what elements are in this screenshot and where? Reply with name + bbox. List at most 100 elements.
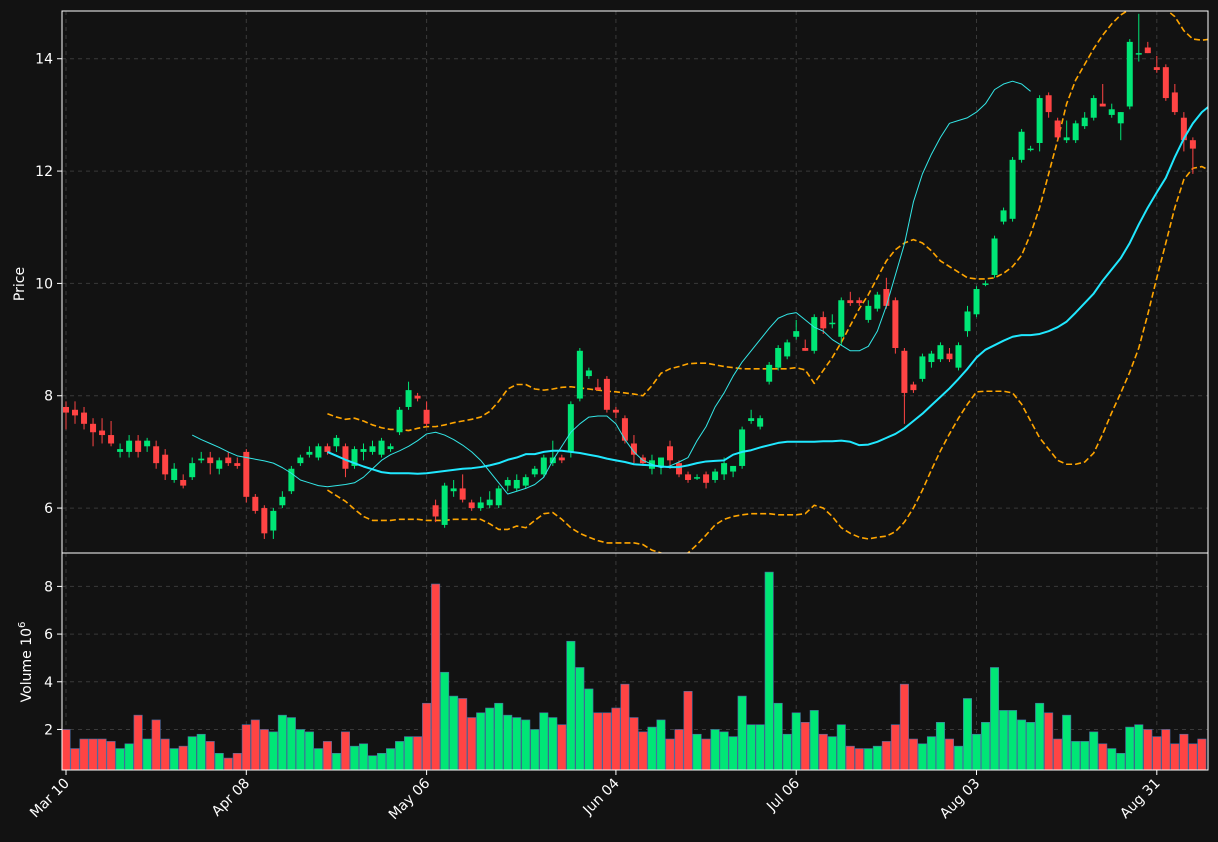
volume-bar (151, 719, 161, 770)
volume-bar (449, 695, 459, 770)
volume-bar (737, 695, 747, 770)
price-plot-area (62, 11, 1208, 553)
candle-body (1009, 159, 1016, 219)
candle-body (378, 440, 385, 455)
candle-body (856, 300, 863, 304)
volume-bar (313, 748, 323, 770)
volume-bar (990, 667, 1000, 770)
volume-bar (548, 717, 558, 770)
volume-bar (322, 741, 332, 770)
volume-bar (953, 745, 963, 770)
candle-body (1063, 137, 1070, 141)
candle-body (621, 418, 628, 441)
volume-bar (512, 717, 522, 770)
volume-bar (602, 712, 612, 770)
volume-bar (575, 667, 585, 770)
candle-body (333, 437, 340, 447)
fast-moving-average-line (191, 80, 1031, 495)
candle-body (522, 477, 529, 486)
candles-group (63, 13, 1196, 539)
candle-body (1045, 95, 1052, 113)
volume-bar (79, 738, 89, 770)
candle-body (603, 378, 610, 410)
candle-body (811, 317, 818, 351)
candle-body (261, 508, 268, 534)
volume-bar (665, 738, 675, 770)
volume-bar (818, 733, 828, 770)
candle-body (441, 485, 448, 525)
candle-body (567, 404, 574, 452)
volume-bar (1098, 743, 1108, 770)
candle-body (829, 322, 836, 325)
volume-bar (205, 741, 215, 770)
candle-body (225, 457, 232, 464)
candle-body (135, 440, 142, 452)
candle-body (342, 446, 349, 469)
volume-bar (340, 731, 350, 770)
volume-bar (214, 753, 224, 770)
volume-bar (1161, 729, 1171, 770)
volume-panel: 2 4 6 8 (44, 552, 1209, 771)
volume-bar (358, 743, 368, 770)
candle-body (99, 430, 106, 436)
volume-bar (782, 733, 792, 770)
x-tick-label: May 06 (386, 775, 434, 823)
candle-body (63, 406, 69, 413)
candle-body (766, 364, 773, 382)
volume-bar (413, 736, 423, 770)
volume-bar (791, 712, 801, 770)
candle-body (919, 356, 926, 379)
volume-bar (106, 741, 116, 770)
candle-body (252, 496, 259, 511)
candle-body (234, 463, 241, 466)
volume-bar (124, 743, 134, 770)
volume-bar (981, 722, 991, 770)
volume-bar (250, 719, 260, 770)
volume-bar (629, 717, 639, 770)
candle-body (1072, 123, 1079, 141)
candle-body (306, 451, 313, 455)
candle-body (1189, 140, 1196, 149)
candle-body (892, 300, 899, 348)
volume-bar (70, 748, 80, 770)
candle-body (558, 457, 565, 461)
candle-body (216, 460, 223, 469)
volume-bar (404, 736, 414, 770)
volume-bar (494, 702, 504, 770)
candle-body (198, 458, 205, 461)
candle-body (1162, 67, 1169, 99)
candle-body (1171, 92, 1178, 113)
volume-bar (647, 726, 657, 770)
candle-body (126, 440, 133, 452)
candle-body (1090, 98, 1097, 118)
candle-body (72, 409, 79, 416)
volume-bar (1197, 738, 1207, 770)
x-axis: Mar 10 Apr 08 May 06 Jun 04 Jul 06 Aug 03 Aug … (27, 770, 1164, 823)
x-tick-label: Jul 06 (763, 775, 803, 815)
candle-body (540, 457, 547, 475)
candle-body (1018, 131, 1025, 160)
x-tick-label: Aug 03 (937, 776, 983, 822)
candle-body (1135, 53, 1142, 55)
candle-body (459, 488, 466, 500)
volume-bar (1017, 719, 1027, 770)
candle-body (270, 510, 277, 531)
volume-bar (881, 741, 891, 770)
price-panel: 6 8 10 12 14 (35, 10, 1209, 554)
volume-bar (1080, 741, 1090, 770)
volume-bar (1125, 726, 1135, 770)
candle-body (630, 443, 637, 455)
candle-body (432, 505, 439, 517)
volume-bar (62, 729, 71, 770)
volume-bar (773, 702, 783, 770)
volume-bar (1008, 710, 1018, 770)
candle-body (387, 446, 394, 450)
volume-bar (710, 729, 720, 770)
volume-bar (1044, 712, 1054, 770)
volume-tick-label: 2 (44, 722, 53, 738)
volume-bar (142, 738, 152, 770)
volume-bar (692, 733, 702, 770)
volume-tick-label: 4 (44, 675, 53, 691)
candle-body (351, 449, 358, 466)
